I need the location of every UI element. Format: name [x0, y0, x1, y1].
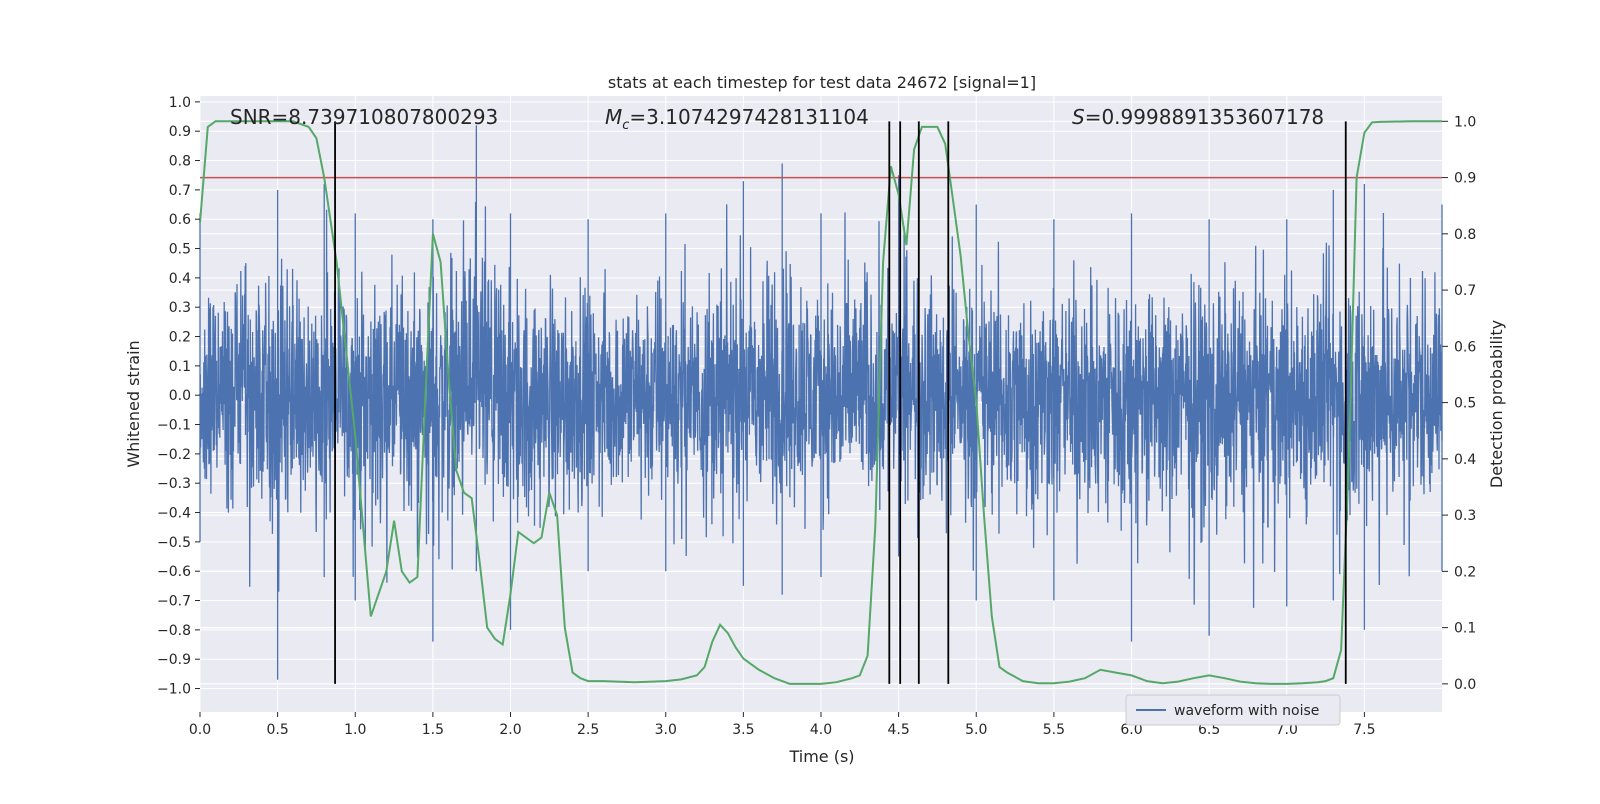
chart-title: stats at each timestep for test data 246… — [608, 73, 1036, 92]
y-left-tick-label: 0.7 — [169, 183, 191, 199]
y-right-axis-title: Detection probability — [1487, 320, 1506, 488]
y-left-tick-label: 0.8 — [169, 154, 191, 170]
y-right-tick-label: 0.3 — [1454, 508, 1476, 524]
score-annotation: S=0.9998891353607178 — [1072, 105, 1324, 129]
x-tick-label: 6.5 — [1198, 722, 1220, 738]
y-left-tick-label: 0.6 — [169, 212, 191, 228]
y-right-tick-label: 0.6 — [1454, 339, 1476, 355]
x-tick-label: 3.0 — [655, 722, 677, 738]
x-tick-label: 0.0 — [189, 722, 211, 738]
y-right-tick-label: 0.5 — [1454, 396, 1476, 412]
x-tick-label: 5.0 — [965, 722, 987, 738]
chirp-mass-subscript: c — [622, 118, 629, 133]
y-right-tick-label: 0.4 — [1454, 452, 1476, 468]
y-right-tick-label: 0.2 — [1454, 564, 1476, 580]
y-left-tick-label: −0.5 — [157, 535, 191, 551]
axis-layer: 1.0 0.9 0.8 0.7 0.6 0.5 0.4 0.3 0.2 0.1 0.0 −0.1 −0.… — [157, 95, 1476, 738]
x-tick-label: 1.0 — [344, 722, 366, 738]
y-left-tick-label: −0.3 — [157, 476, 191, 492]
y-right-tick-label: 1.0 — [1454, 114, 1476, 130]
y-left-tick-label: 0.4 — [169, 271, 191, 287]
legend-label: waveform with noise — [1174, 703, 1319, 719]
y-left-tick-label: 0.3 — [169, 300, 191, 316]
legend-box — [1125, 694, 1341, 726]
score-value: =0.9998891353607178 — [1085, 105, 1324, 129]
x-tick-label: 4.0 — [810, 722, 832, 738]
y-right-tick-label: 0.7 — [1454, 283, 1476, 299]
y-right-tick-label: 0.8 — [1454, 227, 1476, 243]
x-tick-label: 0.5 — [266, 722, 288, 738]
snr-annotation: SNR=8.739710807800293 — [230, 105, 498, 129]
y-left-tick-label: −0.1 — [157, 418, 191, 434]
x-tick-label: 6.0 — [1120, 722, 1142, 738]
y-left-axis-title: Whitened strain — [124, 340, 143, 467]
y-left-tick-label: −0.8 — [157, 623, 191, 639]
x-tick-label: 1.5 — [422, 722, 444, 738]
legend: waveform with noise — [1125, 694, 1341, 726]
x-axis-title: Time (s) — [788, 747, 854, 766]
score-symbol: S — [1072, 105, 1085, 129]
y-left-tick-label: −0.9 — [157, 652, 191, 668]
y-right-tick-label: 0.1 — [1454, 621, 1476, 637]
detection-probability-line — [199, 120, 1442, 685]
y-right-tick-label: 0.0 — [1454, 677, 1476, 693]
chirp-mass-annotation: Mc=3.1074297428131104 — [605, 105, 869, 133]
x-tick-label: 4.5 — [887, 722, 909, 738]
y-right-tick-label: 0.9 — [1454, 171, 1476, 187]
chirp-mass-symbol: M — [605, 105, 622, 129]
y-left-tick-label: −0.7 — [157, 594, 191, 610]
x-tick-label: 5.5 — [1043, 722, 1065, 738]
y-left-tick-label: 0.9 — [169, 124, 191, 140]
y-left-tick-label: 0.0 — [169, 388, 191, 404]
y-left-tick-label: 0.2 — [169, 330, 191, 346]
vertical-markers — [334, 121, 1347, 684]
chirp-mass-value: =3.1074297428131104 — [629, 105, 868, 129]
y-left-tick-label: −0.2 — [157, 447, 191, 463]
y-left-tick-label: −0.6 — [157, 564, 191, 580]
y-left-tick-label: −0.4 — [157, 506, 191, 522]
y-left-tick-label: 0.1 — [169, 359, 191, 375]
y-left-tick-label: 1.0 — [169, 95, 191, 111]
waveform-series — [199, 125, 1443, 680]
x-tick-label: 2.5 — [577, 722, 599, 738]
x-tick-label: 2.0 — [499, 722, 521, 738]
x-tick-label: 3.5 — [732, 722, 754, 738]
x-tick-label: 7.5 — [1353, 722, 1375, 738]
y-left-tick-label: 0.5 — [169, 242, 191, 258]
x-tick-label: 7.0 — [1276, 722, 1298, 738]
probability-series — [199, 120, 1442, 685]
y-left-tick-label: −1.0 — [157, 682, 191, 698]
